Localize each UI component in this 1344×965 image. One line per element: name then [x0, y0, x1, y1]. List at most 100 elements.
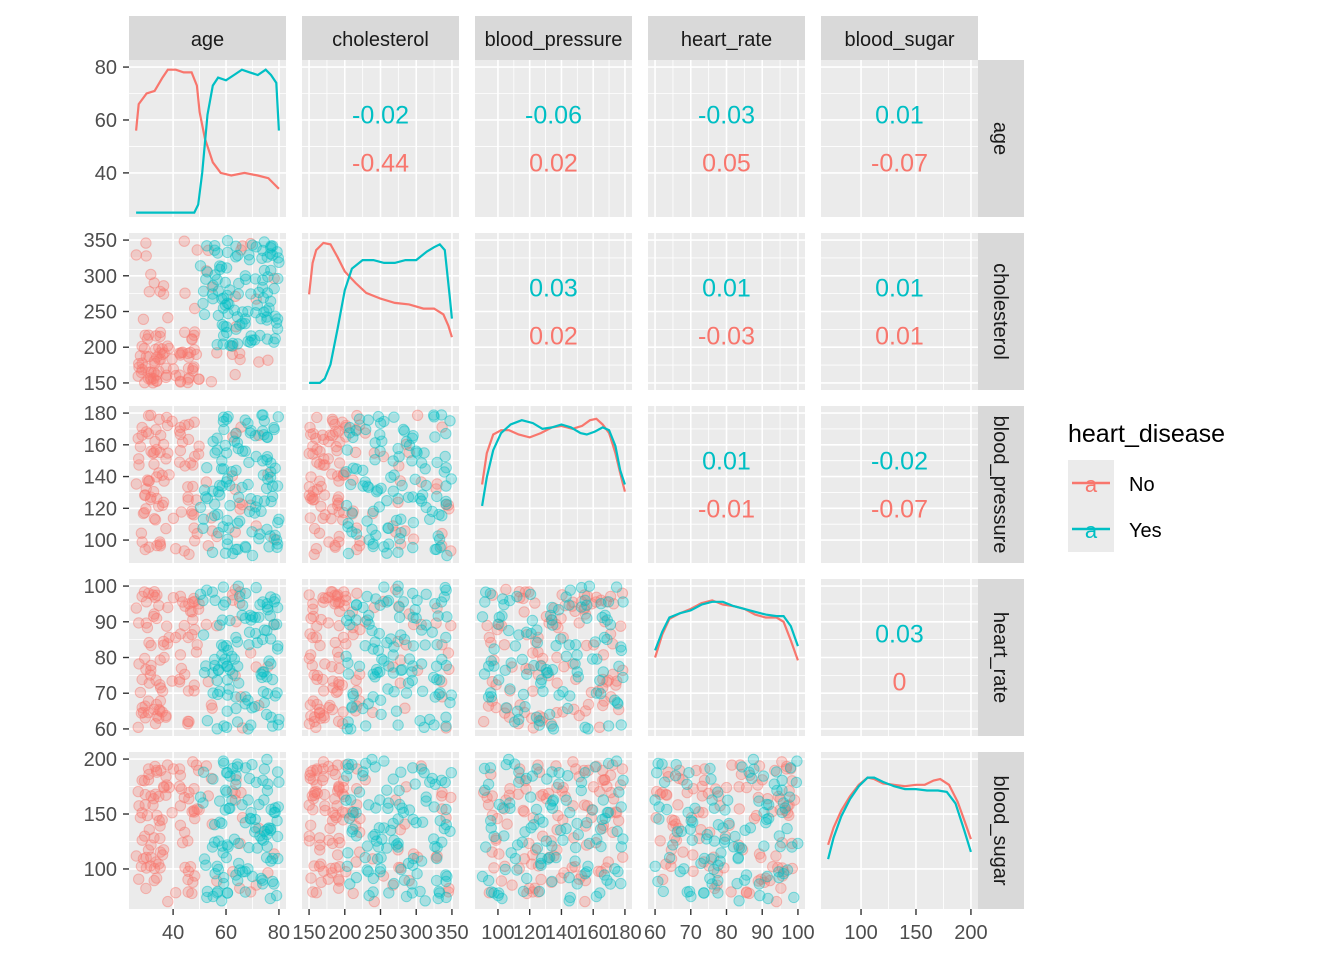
- point-yes: [382, 683, 394, 695]
- point-yes: [440, 803, 452, 816]
- point-yes: [531, 624, 543, 636]
- point-yes: [403, 653, 416, 665]
- point-no: [517, 592, 529, 605]
- corr-value-yes: -0.06: [525, 102, 582, 130]
- point-yes: [256, 409, 268, 421]
- point-no: [153, 413, 165, 425]
- point-yes: [258, 825, 270, 837]
- point-yes: [392, 442, 404, 455]
- point-yes: [393, 611, 406, 623]
- point-no: [154, 538, 166, 550]
- point-yes: [498, 830, 510, 842]
- point-yes: [216, 480, 229, 492]
- x-tick-label-blood_pressure: 100: [481, 922, 514, 944]
- point-no: [329, 809, 341, 821]
- point-yes: [441, 549, 453, 562]
- point-yes: [243, 841, 255, 854]
- point-yes: [429, 598, 441, 610]
- point-no: [154, 330, 166, 343]
- point-no: [157, 844, 170, 856]
- point-no: [317, 596, 330, 608]
- point-yes: [263, 302, 275, 314]
- point-yes: [544, 609, 557, 621]
- point-yes: [441, 611, 453, 623]
- point-no: [518, 706, 531, 719]
- legend-glyph-no: a: [1085, 472, 1098, 497]
- panel-cholesterol-blood_sugar: 0.010.01: [821, 233, 978, 390]
- point-no: [182, 481, 194, 493]
- point-no: [346, 806, 359, 818]
- panel-background: [821, 60, 978, 217]
- point-yes: [217, 877, 230, 890]
- point-no: [493, 618, 505, 631]
- point-no: [305, 428, 317, 441]
- point-yes: [242, 305, 254, 318]
- point-yes: [415, 495, 428, 507]
- panels: -0.02-0.44-0.060.02-0.030.050.01-0.070.0…: [129, 60, 978, 909]
- point-yes: [198, 308, 211, 321]
- point-yes: [615, 641, 627, 653]
- panel-background: [821, 406, 978, 563]
- point-no: [326, 468, 338, 480]
- point-yes: [212, 885, 224, 898]
- point-yes: [649, 860, 661, 872]
- panel-blood_sugar-blood_pressure: [475, 752, 632, 909]
- point-yes: [431, 852, 443, 865]
- point-yes: [342, 517, 354, 529]
- point-no: [322, 873, 334, 885]
- point-yes: [505, 847, 517, 859]
- point-yes: [211, 887, 223, 899]
- point-yes: [719, 804, 731, 816]
- point-no: [521, 629, 533, 641]
- point-yes: [212, 247, 224, 259]
- point-no: [154, 446, 166, 459]
- point-no: [145, 445, 157, 458]
- point-yes: [407, 762, 419, 774]
- point-yes: [615, 877, 627, 890]
- point-no: [205, 376, 218, 388]
- point-no: [250, 293, 262, 305]
- point-yes: [240, 273, 252, 285]
- point-no: [182, 873, 194, 886]
- point-yes: [367, 668, 379, 680]
- point-yes: [251, 299, 263, 311]
- point-yes: [223, 298, 235, 310]
- point-no: [307, 448, 319, 460]
- point-no: [193, 440, 205, 452]
- point-yes: [220, 851, 233, 864]
- point-no: [206, 818, 218, 830]
- point-no: [317, 459, 330, 471]
- point-yes: [217, 599, 230, 611]
- point-yes: [686, 834, 698, 846]
- point-no: [307, 774, 319, 786]
- point-yes: [546, 614, 558, 626]
- point-yes: [207, 279, 219, 292]
- point-no: [139, 543, 151, 556]
- point-yes: [271, 830, 284, 843]
- point-no: [268, 533, 280, 545]
- point-yes: [207, 667, 219, 679]
- point-no: [154, 347, 166, 359]
- point-no: [262, 661, 274, 673]
- point-no: [179, 600, 191, 612]
- point-no: [350, 674, 362, 686]
- point-yes: [342, 847, 354, 859]
- point-no: [200, 265, 213, 277]
- point-no: [179, 326, 191, 338]
- point-yes: [236, 799, 248, 811]
- x-tick-label-heart_rate: 90: [751, 922, 773, 944]
- point-no: [157, 288, 170, 300]
- point-yes: [253, 798, 265, 811]
- point-no: [377, 870, 390, 882]
- corr-value-yes: 0.03: [875, 621, 924, 649]
- point-no: [151, 539, 163, 552]
- point-no: [188, 329, 200, 341]
- point-yes: [362, 698, 374, 710]
- point-no: [331, 590, 343, 602]
- point-no: [601, 676, 613, 688]
- panel-background: [821, 752, 978, 909]
- point-yes: [209, 269, 221, 281]
- point-yes: [682, 806, 694, 819]
- point-no: [442, 647, 455, 659]
- point-no: [161, 779, 173, 791]
